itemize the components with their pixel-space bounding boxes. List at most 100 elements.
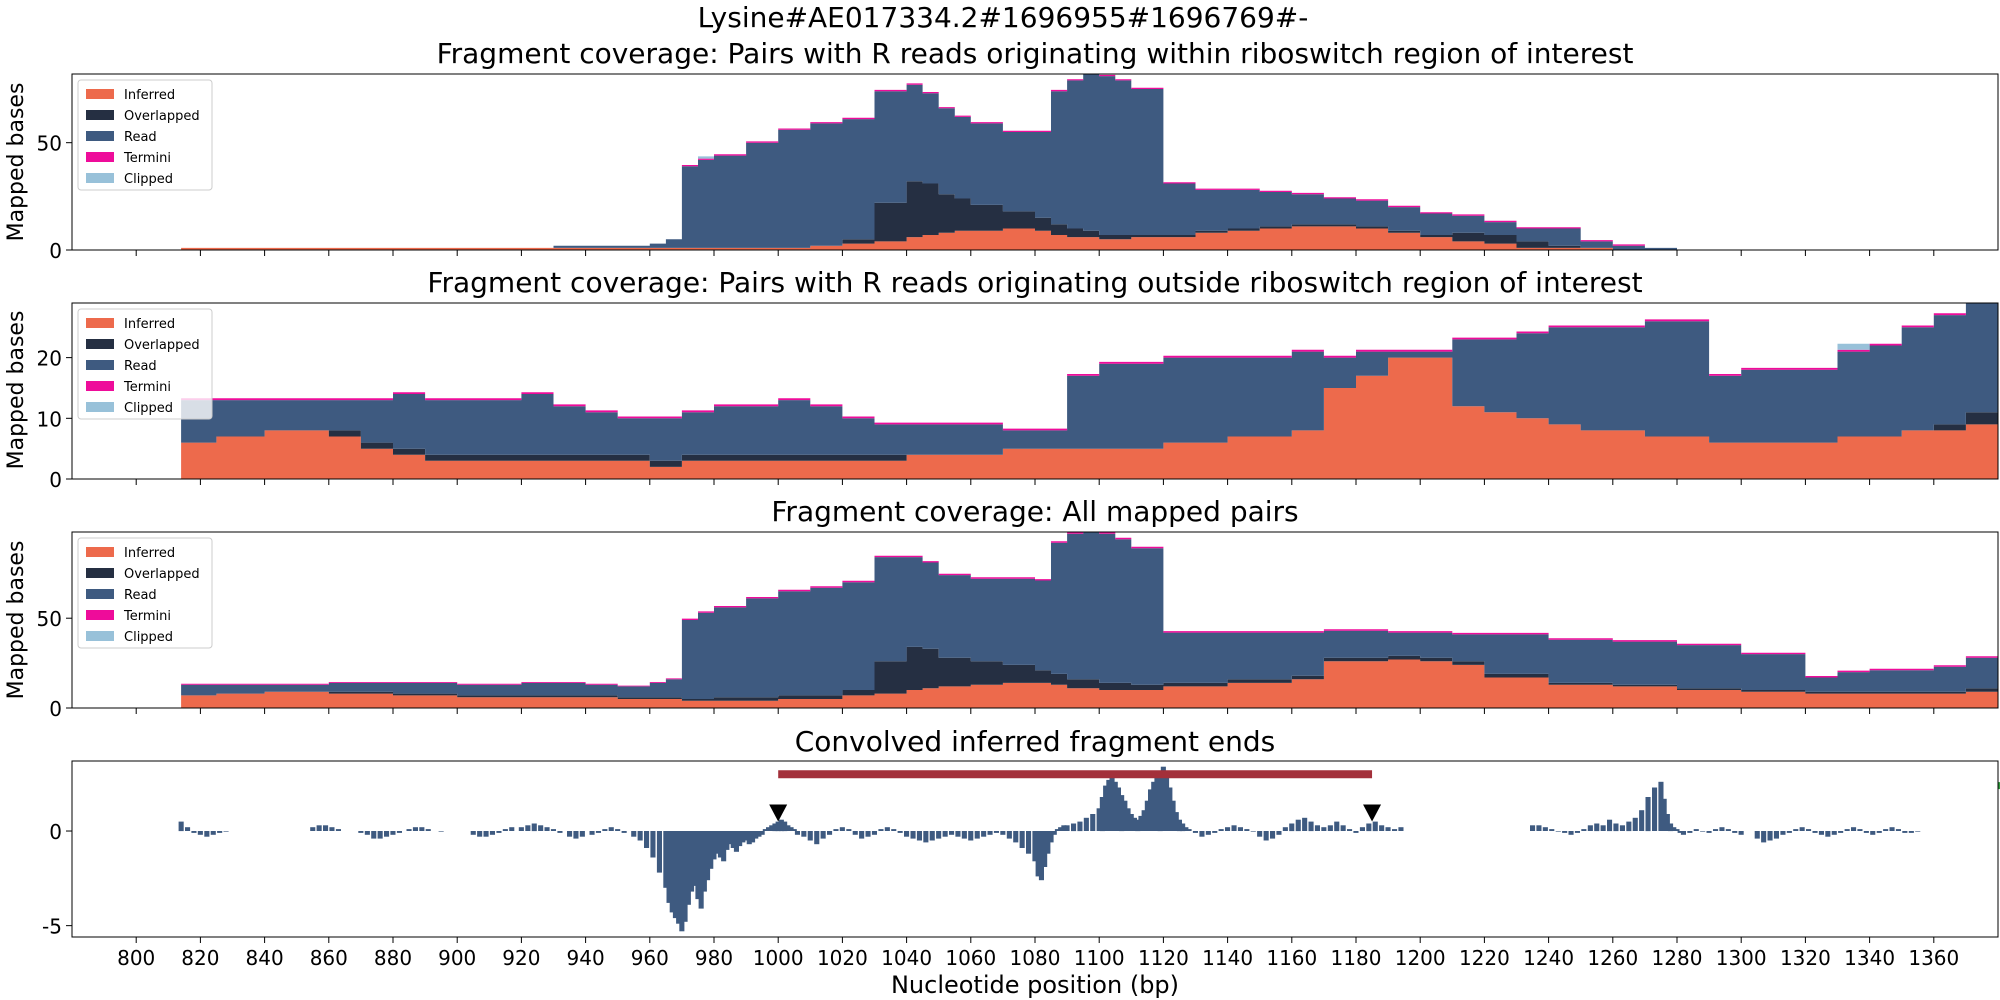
convolved-bar xyxy=(1700,831,1706,832)
legend-swatch-read xyxy=(86,360,114,370)
convolved-bar xyxy=(1838,831,1844,833)
convolved-bar xyxy=(502,829,508,831)
convolved-bar xyxy=(1250,831,1256,832)
convolved-bar xyxy=(666,831,672,903)
convolved-bar xyxy=(701,831,707,892)
convolved-bar xyxy=(1083,817,1089,831)
panel-all-pairs: Fragment coverage: All mapped pairs Mapp… xyxy=(4,495,1999,721)
legend-frame xyxy=(77,308,213,420)
convolved-bar xyxy=(762,829,768,831)
convolved-bar xyxy=(692,831,698,886)
convolved-bar xyxy=(981,831,987,837)
convolved-bar xyxy=(987,831,993,835)
convolved-bar xyxy=(531,823,537,832)
legend-swatch-overlapped xyxy=(86,339,114,349)
convolved-bar xyxy=(1818,831,1824,835)
x-tick-label: 940 xyxy=(567,946,605,970)
convolved-bar xyxy=(778,819,784,832)
convolved-bar xyxy=(1738,831,1744,835)
convolved-bar xyxy=(637,831,643,841)
panel-within-region: Fragment coverage: Pairs with R reads or… xyxy=(4,37,1999,263)
panel-0-ylabel: Mapped bases xyxy=(4,83,29,242)
convolved-bar xyxy=(1863,831,1869,833)
convolved-bar xyxy=(1115,787,1121,831)
convolved-bar xyxy=(1314,825,1320,831)
x-tick-label: 840 xyxy=(246,946,284,970)
y-tick-label: 0 xyxy=(49,820,62,844)
convolved-bar xyxy=(1282,827,1288,831)
legend-label-termini: Termini xyxy=(123,380,171,395)
convolved-bar xyxy=(1340,825,1346,831)
panel-0-plot-area xyxy=(181,74,1710,250)
panel-0-title: Fragment coverage: Pairs with R reads or… xyxy=(437,37,1634,70)
legend-swatch-inferred xyxy=(86,318,114,328)
convolved-bar xyxy=(1761,831,1767,843)
convolved-bar xyxy=(1568,831,1574,835)
legend-swatch-termini xyxy=(86,381,114,391)
convolved-bar xyxy=(489,831,495,835)
x-tick-label: 1260 xyxy=(1587,946,1638,970)
green-marker-bar xyxy=(1998,782,2000,790)
convolved-bar xyxy=(557,831,563,833)
convolved-bar xyxy=(1119,795,1125,832)
convolved-bar xyxy=(884,827,890,831)
convolved-bar xyxy=(1173,812,1179,831)
convolved-bar xyxy=(1199,831,1205,837)
convolved-bar xyxy=(1677,831,1683,833)
convolved-bar xyxy=(1530,825,1536,831)
convolved-bar xyxy=(1780,831,1786,835)
convolved-bar xyxy=(644,831,650,848)
convolved-bar xyxy=(1876,831,1882,833)
convolved-bar xyxy=(384,831,390,837)
convolved-bar xyxy=(1013,831,1019,843)
convolved-bar xyxy=(335,829,341,831)
convolved-bar xyxy=(323,825,329,831)
down-triangle-marker xyxy=(1363,804,1382,822)
figure-suptitle: Lysine#AE017334.2#1696955#1696769#- xyxy=(698,1,1309,34)
x-tick-label: 1040 xyxy=(881,946,932,970)
convolved-bar xyxy=(1889,827,1895,831)
convolved-bar xyxy=(1289,823,1295,832)
convolved-bar xyxy=(615,829,621,831)
convolved-bar xyxy=(669,831,675,913)
legend-label-inferred: Inferred xyxy=(124,546,175,561)
convolved-bar xyxy=(746,831,752,845)
convolved-bar xyxy=(769,825,775,831)
x-tick-label: 1020 xyxy=(817,946,868,970)
x-tick-label: 800 xyxy=(117,946,155,970)
convolved-bar xyxy=(1851,827,1857,831)
convolved-bar xyxy=(788,827,794,831)
convolved-bar xyxy=(1857,829,1863,831)
convolved-bar xyxy=(1353,831,1359,833)
convolved-bar xyxy=(1026,831,1032,854)
convolved-bar xyxy=(1908,831,1914,833)
convolved-bar xyxy=(942,831,948,837)
convolved-bar xyxy=(1594,823,1600,832)
convolved-bar xyxy=(1607,819,1613,832)
convolved-bar xyxy=(1019,831,1025,848)
convolved-bar xyxy=(1754,831,1760,839)
y-tick-label: 50 xyxy=(37,607,62,631)
x-tick-label: 1340 xyxy=(1844,946,1895,970)
convolved-bar xyxy=(724,831,730,850)
convolved-bar xyxy=(602,829,608,831)
legend-swatch-clipped xyxy=(86,173,114,183)
series-overlapped xyxy=(181,181,1710,250)
convolved-bar xyxy=(1379,825,1385,831)
convolved-bar xyxy=(1613,823,1619,832)
convolved-bar xyxy=(1170,800,1176,831)
series-read xyxy=(181,303,1998,461)
convolved-bar xyxy=(483,831,489,837)
convolved-bar xyxy=(814,831,820,845)
panel-1-plot-area xyxy=(181,303,1998,479)
convolved-bar xyxy=(358,831,364,833)
x-tick-label: 1360 xyxy=(1908,946,1959,970)
convolved-bar xyxy=(1138,815,1144,831)
convolved-bar xyxy=(1645,797,1651,832)
y-tick-label: 50 xyxy=(37,132,62,156)
convolved-bar xyxy=(1058,827,1064,831)
convolved-bar xyxy=(833,829,839,831)
convolved-bar xyxy=(544,827,550,831)
convolved-bar xyxy=(714,831,720,854)
convolved-bar xyxy=(1321,827,1327,831)
